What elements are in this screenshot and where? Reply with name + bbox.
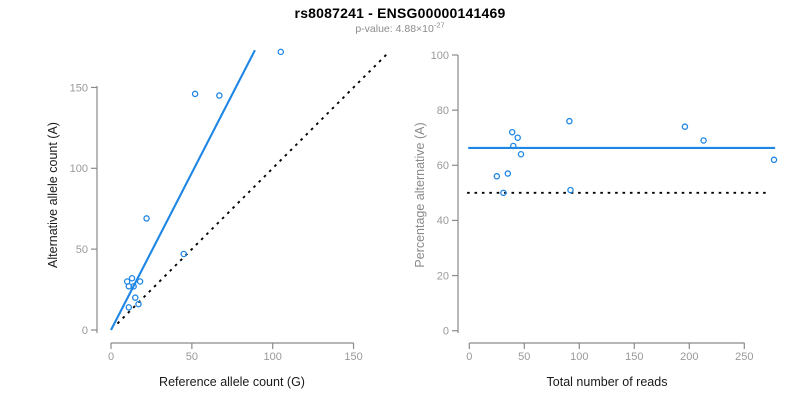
- y-tick-label: 20: [437, 270, 449, 282]
- data-point: [277, 48, 285, 56]
- data-point: [681, 123, 689, 130]
- y-tick-label: 80: [437, 105, 449, 117]
- data-point: [128, 275, 136, 282]
- y-tick-label: 60: [437, 160, 449, 172]
- data-point: [130, 283, 137, 290]
- left-scatter-plot: 0 50 100 150 0 50 100 150 Reference allele count…: [46, 48, 389, 389]
- y-tick-label: 150: [70, 82, 88, 94]
- y-axis-title: Percentage alternative (A): [413, 122, 427, 267]
- y-tick-label: 50: [76, 244, 88, 256]
- x-tick-label: 50: [518, 351, 530, 363]
- data-point: [504, 170, 512, 177]
- figure-header: rs8087241 - ENSG00000141469 p-value: 4.8…: [0, 0, 800, 35]
- y-tick-label: 100: [431, 50, 449, 62]
- y-axis-title: Alternative allele count (A): [46, 122, 60, 268]
- x-tick-label: 0: [108, 351, 114, 363]
- x-axis-title: Reference allele count (G): [159, 375, 305, 389]
- x-tick-label: 50: [186, 351, 198, 363]
- figure-title: rs8087241 - ENSG00000141469: [294, 5, 506, 21]
- data-point: [700, 137, 707, 144]
- data-point: [508, 128, 516, 136]
- identity-line: [116, 52, 389, 325]
- data-point: [500, 189, 507, 197]
- data-point: [191, 90, 199, 98]
- data-point: [493, 173, 501, 180]
- x-tick-label: 0: [466, 351, 472, 363]
- x-tick-label: 100: [264, 351, 282, 363]
- data-point: [136, 278, 144, 285]
- right-scatter-plot: 0 20 40 60 80 100 0 50 100 150 200 250 Total number …: [413, 50, 778, 389]
- data-point: [135, 300, 142, 308]
- data-point: [514, 134, 521, 141]
- data-point: [180, 250, 188, 258]
- pvalue-exponent: -27: [433, 20, 445, 30]
- x-axis-title: Total number of reads: [547, 375, 668, 389]
- x-tick-label: 250: [735, 351, 753, 363]
- y-tick-label: 40: [437, 215, 449, 227]
- data-points: [493, 117, 778, 197]
- data-point: [510, 142, 517, 150]
- data-point: [770, 156, 778, 164]
- y-tick-label: 100: [70, 163, 88, 175]
- data-point: [143, 215, 150, 222]
- regression-line: [110, 49, 256, 331]
- y-tick-label: 0: [82, 325, 88, 337]
- x-tick-label: 100: [570, 351, 588, 363]
- pvalue-base: 4.88×10: [395, 23, 434, 35]
- data-point: [517, 151, 525, 158]
- x-tick-label: 200: [680, 351, 698, 363]
- data-point: [566, 117, 573, 125]
- data-points: [123, 48, 285, 311]
- data-point: [132, 294, 139, 301]
- data-point: [567, 186, 574, 194]
- figure-subtitle: p-value: 4.88×10-27: [0, 20, 800, 35]
- data-point: [216, 92, 223, 99]
- data-point: [125, 304, 133, 311]
- x-tick-label: 150: [625, 351, 643, 363]
- y-tick-label: 0: [443, 326, 449, 338]
- x-tick-label: 150: [344, 351, 362, 363]
- pvalue-label: p-value:: [355, 23, 396, 35]
